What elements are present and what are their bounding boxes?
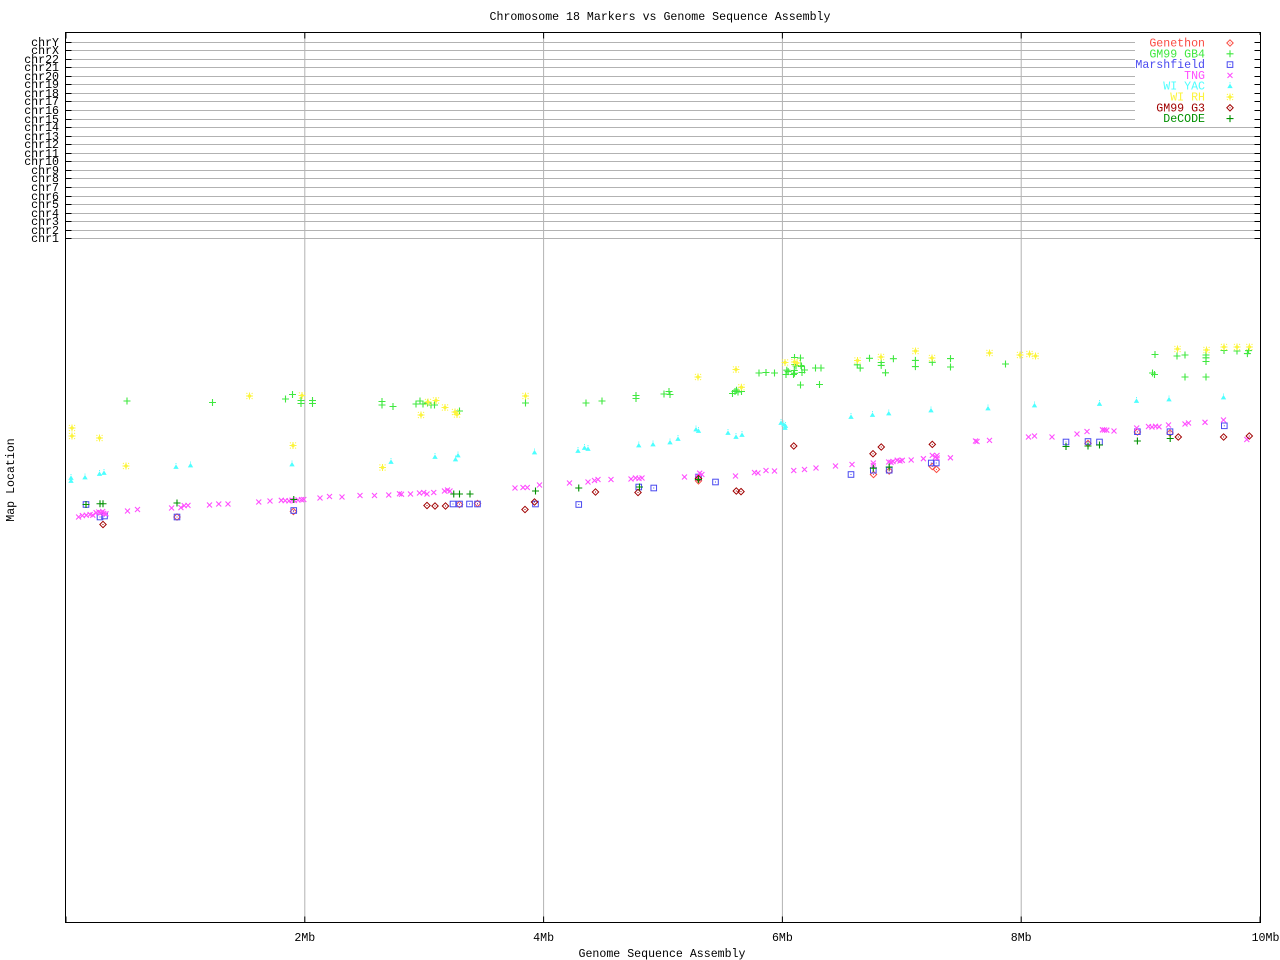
svg-text:chr4: chr4 [31,208,59,221]
svg-text:chr1: chr1 [31,233,59,246]
svg-text:chr14: chr14 [24,122,59,135]
svg-text:chr15: chr15 [24,114,59,127]
svg-text:chrX: chrX [31,45,59,58]
svg-text:WI YAC: WI YAC [1163,81,1205,94]
svg-text:chr7: chr7 [31,182,59,195]
svg-text:chr20: chr20 [24,71,59,84]
svg-text:Genethon: Genethon [1149,38,1205,51]
svg-text:chr9: chr9 [31,165,59,178]
svg-text:chr3: chr3 [31,216,59,229]
svg-text:chrY: chrY [31,37,59,50]
svg-text:Chromosome 18 Markers vs Genom: Chromosome 18 Markers vs Genome Sequence… [490,11,831,24]
svg-text:Genome Sequence Assembly: Genome Sequence Assembly [579,948,746,960]
svg-text:GM99 GB4: GM99 GB4 [1149,48,1205,61]
svg-text:chr8: chr8 [31,173,59,186]
svg-text:chr13: chr13 [24,131,59,144]
svg-text:Map Location: Map Location [5,438,18,522]
svg-text:6Mb: 6Mb [772,932,793,945]
svg-text:chr21: chr21 [24,62,59,75]
svg-text:chr5: chr5 [31,199,59,212]
svg-text:2Mb: 2Mb [294,932,315,945]
svg-text:chr19: chr19 [24,79,59,92]
svg-text:chr12: chr12 [24,139,59,152]
svg-text:chr6: chr6 [31,191,59,204]
svg-text:8Mb: 8Mb [1011,932,1032,945]
svg-text:Marshfield: Marshfield [1135,59,1205,72]
svg-text:chr18: chr18 [24,88,59,101]
svg-text:DeCODE: DeCODE [1163,113,1205,126]
svg-text:4Mb: 4Mb [533,932,554,945]
svg-text:GM99 G3: GM99 G3 [1156,102,1205,115]
svg-text:chr2: chr2 [31,225,59,238]
svg-text:chr17: chr17 [24,96,59,109]
svg-text:10Mb: 10Mb [1252,932,1280,945]
svg-text:chr22: chr22 [24,54,59,67]
svg-text:WI RH: WI RH [1170,92,1205,105]
svg-text:chr16: chr16 [24,105,59,118]
svg-text:chr10: chr10 [24,156,59,169]
svg-text:chr11: chr11 [24,148,59,161]
svg-text:TNG: TNG [1184,70,1205,83]
